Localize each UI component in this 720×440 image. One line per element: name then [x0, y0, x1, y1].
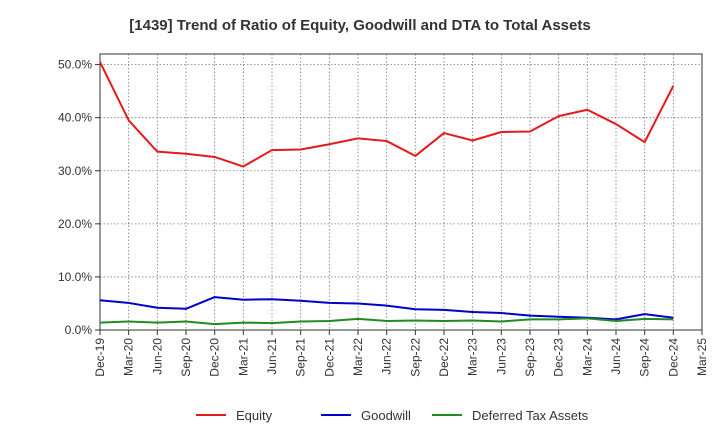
x-tick-label: Dec-24	[666, 338, 680, 377]
legend-label: Deferred Tax Assets	[472, 408, 589, 423]
legend-label: Goodwill	[361, 408, 411, 423]
x-tick-label: Mar-24	[580, 338, 594, 376]
y-tick-label: 40.0%	[58, 111, 92, 125]
x-tick-label: Sep-23	[523, 338, 537, 377]
series-line-deferred-tax-assets	[99, 317, 674, 326]
x-tick-label: Mar-20	[122, 338, 136, 376]
chart-title: [1439] Trend of Ratio of Equity, Goodwil…	[129, 17, 590, 34]
x-tick-label: Dec-20	[208, 338, 222, 377]
y-axis: 0.0% 10.0% 20.0% 30.0% 40.0% 50.0%	[58, 58, 100, 337]
x-tick-label: Sep-21	[294, 338, 308, 377]
x-tick-label: Jun-21	[265, 338, 279, 375]
x-axis: Dec-19 Mar-20 Jun-20 Sep-20 Dec-20 Mar-21 Jun-…	[93, 330, 709, 377]
series-line-goodwill	[99, 296, 674, 321]
x-tick-label: Mar-21	[236, 338, 250, 376]
x-tick-label: Sep-24	[638, 338, 652, 377]
x-tick-label: Dec-19	[93, 338, 107, 377]
y-tick-label: 20.0%	[58, 217, 92, 231]
legend-label: Equity	[236, 408, 273, 423]
x-tick-label: Dec-21	[322, 338, 336, 377]
y-tick-label: 30.0%	[58, 164, 92, 178]
grid-lines	[99, 54, 703, 331]
y-tick-label: 10.0%	[58, 270, 92, 284]
x-tick-label: Jun-20	[150, 338, 164, 375]
plot-area	[99, 53, 703, 331]
x-tick-label: Mar-23	[466, 338, 480, 376]
x-tick-label: Mar-25	[695, 338, 709, 376]
x-tick-label: Sep-20	[179, 338, 193, 377]
series-layer	[99, 61, 675, 326]
y-tick-label: 50.0%	[58, 58, 92, 72]
y-tick-label: 0.0%	[65, 323, 93, 337]
x-tick-label: Mar-22	[351, 338, 365, 376]
x-tick-label: Jun-24	[609, 338, 623, 375]
legend: Equity Goodwill Deferred Tax Assets	[196, 408, 589, 423]
x-tick-label: Jun-22	[380, 338, 394, 375]
x-tick-label: Sep-22	[408, 338, 422, 377]
x-tick-label: Dec-22	[437, 338, 451, 377]
x-tick-label: Jun-23	[494, 338, 508, 375]
x-tick-label: Dec-23	[552, 338, 566, 377]
series-line-equity	[99, 61, 675, 168]
